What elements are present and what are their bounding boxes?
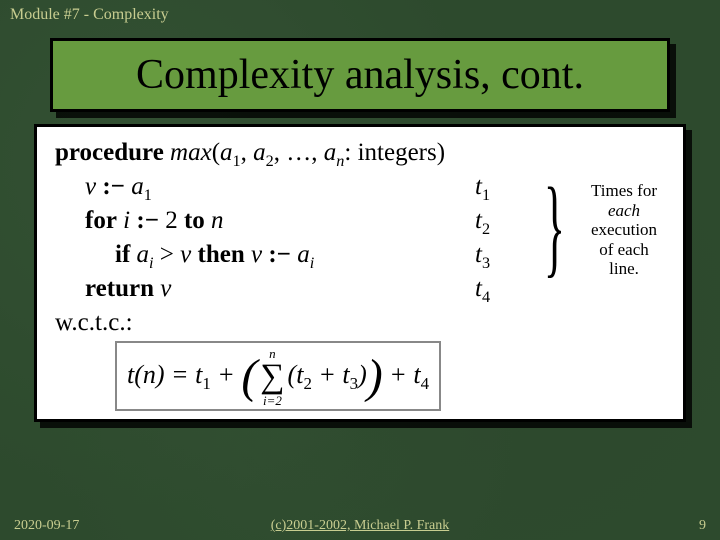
footer-date: 2020-09-17 [14,518,79,534]
l2-n: n [205,207,224,234]
l1-a: a [131,173,144,200]
args-close: : integers) [344,139,445,166]
line-3: if ai > v then v :− ai t3 [55,241,665,273]
arg-a1: a [220,139,233,166]
t3-sub: 3 [482,254,490,272]
proc-name: max [170,139,212,166]
l2-i: i [117,207,136,234]
t2-sub: 2 [482,220,490,238]
f-lhs: t(n) = t [127,360,202,389]
footer-page: 9 [699,518,706,534]
l2-to: to [184,207,205,234]
times-annotation: Times for each execution of each line. [579,181,669,279]
l2-assign: :− [136,207,165,234]
sigma-bot: i=2 [263,394,282,407]
l1-v: v [85,173,96,200]
kw-procedure: procedure [55,139,164,166]
anno-5: line. [579,259,669,279]
f-plus1: + [211,360,242,389]
sigma-icon: ∑ [260,360,284,394]
l3-subi2: i [310,254,315,272]
l3-if: if [115,241,130,268]
slide-title: Complexity analysis, cont. [77,51,643,99]
t3-t: t [475,241,482,268]
t4-sub: 4 [482,288,490,306]
l3-v: v [180,241,191,268]
f-sub1: 1 [202,374,210,393]
l2-two: 2 [165,207,184,234]
sub-1: 1 [233,152,241,170]
l3-ai: a [130,241,149,268]
module-header: Module #7 - Complexity [0,0,720,30]
comma2: , …, [274,139,324,166]
t1-sub: 1 [482,186,490,204]
t4-t: t [475,275,482,302]
arg-an: a [324,139,337,166]
f-inner-plus: + t [312,360,350,389]
footer: 2020-09-17 (c)2001-2002, Michael P. Fran… [0,518,720,534]
l4-return: return [85,275,154,302]
procedure-line: procedure max(a1, a2, …, an: integers) [55,139,665,171]
l3-a2: a [297,241,310,268]
wctc-line: w.c.t.c.: [55,309,665,337]
footer-copyright: (c)2001-2002, Michael P. Frank [271,518,449,534]
anno-2: each [608,201,640,220]
l1-assign: :− [96,173,131,200]
t2-t: t [475,207,482,234]
f-sub4: 4 [421,374,429,393]
f-sub3: 3 [350,374,358,393]
f-sub2: 2 [303,374,311,393]
l3-then: then [191,241,251,268]
title-box: Complexity analysis, cont. [50,38,670,112]
rparen-big: ) [367,358,383,396]
l3-gt: > [154,241,181,268]
lparen-big: ( [241,358,257,396]
content-box: procedure max(a1, a2, …, an: integers) v… [34,124,686,422]
paren-open: ( [212,139,220,166]
anno-1: Times for [579,181,669,201]
sigma-block: n∑i=2 [260,347,284,407]
brace-icon: } [544,171,565,281]
l3-assign: :− [262,241,297,268]
arg-a2: a [253,139,266,166]
comma1: , [241,139,254,166]
f-inner-t: (t [288,360,304,389]
sub-2: 2 [266,152,274,170]
wctc-label: w.c.t.c.: [55,309,133,337]
t1-t: t [475,173,482,200]
f-inner-close: ) [358,360,367,389]
line-2: for i :− 2 to n t2 [55,207,665,239]
line-4: return v t4 [55,275,665,307]
l2-for: for [85,207,117,234]
line-1: v :− a1 t1 [55,173,665,205]
anno-4: of each [579,240,669,260]
f-plus2: + t [383,360,421,389]
formula-wrap: t(n) = t1 + (n∑i=2(t2 + t3)) + t4 [55,341,665,411]
l3-v2: v [251,241,262,268]
formula: t(n) = t1 + (n∑i=2(t2 + t3)) + t4 [115,341,441,411]
l1-sub: 1 [144,186,152,204]
l4-v: v [154,275,171,302]
anno-3: execution [579,220,669,240]
